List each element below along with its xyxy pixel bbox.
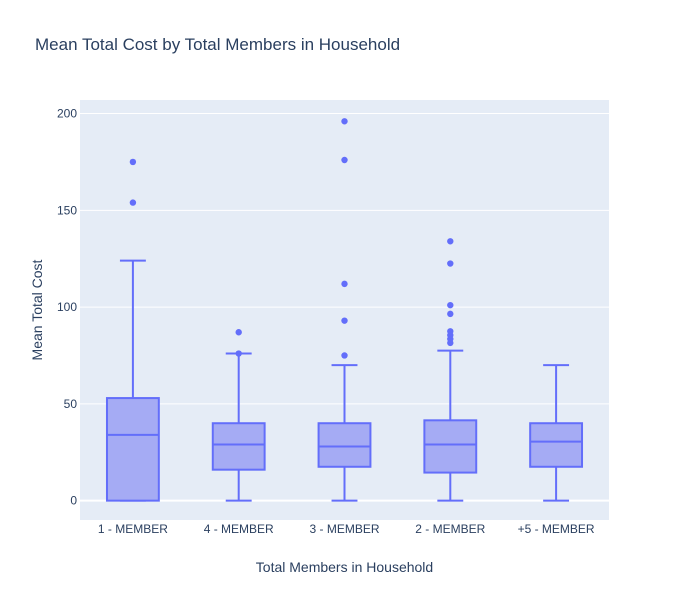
y-axis-title: Mean Total Cost: [29, 259, 45, 360]
x-tick-label: 2 - MEMBER: [415, 522, 485, 536]
iqr-box: [529, 422, 584, 468]
iqr-box: [317, 422, 372, 468]
iqr-box: [105, 397, 160, 502]
x-tick-label: 3 - MEMBER: [309, 522, 379, 536]
outlier-point: [129, 199, 137, 206]
y-tick-label: 200: [57, 107, 77, 121]
iqr-box: [211, 422, 266, 471]
outlier-point: [447, 310, 454, 318]
outlier-point: [447, 238, 454, 245]
x-tick-label: 1 - MEMBER: [98, 522, 168, 536]
boxes-layer: [105, 118, 584, 502]
box-3: [317, 118, 372, 502]
x-tick-label: 4 - MEMBER: [204, 522, 274, 536]
outlier-point: [129, 158, 137, 166]
iqr-box: [423, 419, 478, 474]
x-axis-ticks: 1 - MEMBER 4 - MEMBER 3 - MEMBER 2 - MEMBER…: [98, 522, 595, 536]
outlier-point: [447, 301, 454, 309]
y-axis-ticks: 0 50 100 150 200: [57, 107, 77, 508]
outlier-point: [341, 156, 348, 164]
y-tick-label: 150: [57, 203, 77, 217]
y-tick-label: 100: [57, 300, 77, 314]
y-tick-label: 0: [70, 494, 77, 508]
x-tick-label: +5 - MEMBER: [518, 522, 595, 536]
outlier-point: [447, 328, 454, 335]
chart-title: Mean Total Cost by Total Members in Hous…: [35, 35, 400, 54]
outlier-point: [447, 260, 454, 267]
outlier-point: [341, 118, 348, 125]
box-5: [529, 364, 584, 502]
outlier-point: [341, 352, 348, 359]
outlier-point: [341, 280, 348, 288]
box-2: [211, 329, 266, 502]
y-tick-label: 50: [64, 397, 78, 411]
outlier-point: [235, 329, 242, 336]
box-1: [105, 158, 160, 502]
x-axis-title: Total Members in Household: [256, 559, 433, 575]
box-4: [423, 238, 478, 502]
outlier-point: [235, 350, 242, 357]
outlier-point: [341, 317, 348, 324]
